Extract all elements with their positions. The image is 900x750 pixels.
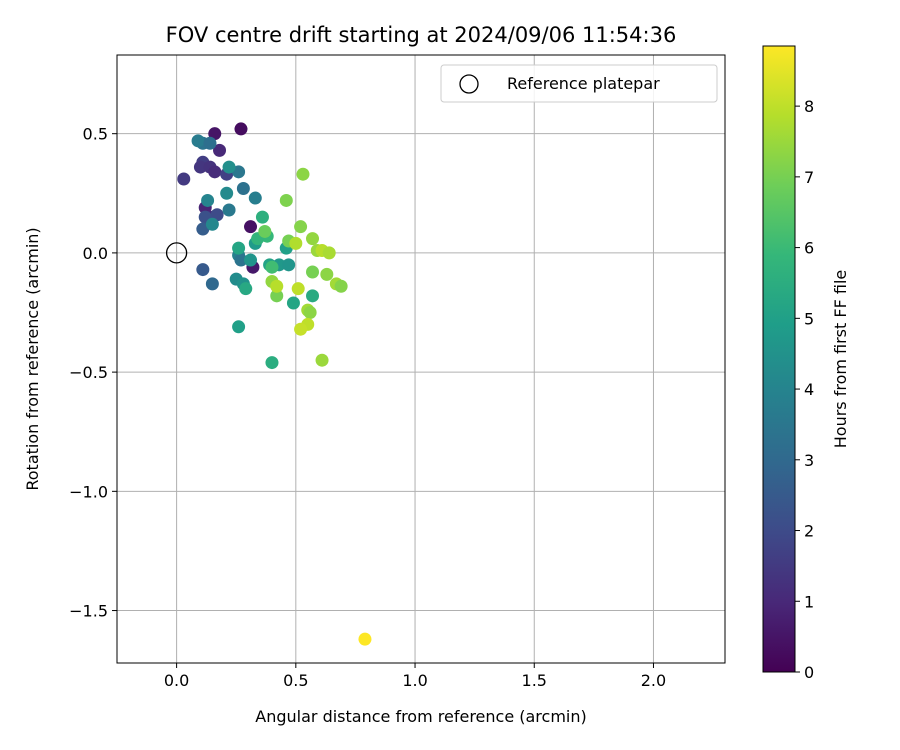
x-tick-label: 0.0	[164, 671, 189, 690]
y-axis-ticks: 0.5 0.0 −0.5 −1.0 −1.5	[69, 125, 117, 621]
data-point	[236, 182, 250, 196]
data-point	[248, 191, 262, 205]
data-point	[196, 263, 210, 277]
colorbar-tick-label: 2	[804, 522, 814, 541]
data-point	[244, 220, 258, 234]
data-point	[296, 167, 310, 181]
data-point	[205, 217, 219, 231]
y-tick-label: −1.5	[69, 602, 108, 621]
data-point	[177, 172, 191, 186]
colorbar-tick-label: 1	[804, 592, 814, 611]
data-point	[320, 267, 334, 281]
data-point	[232, 320, 246, 334]
chart-title: FOV centre drift starting at 2024/09/06 …	[166, 23, 677, 47]
data-point	[258, 224, 272, 238]
data-point	[193, 160, 207, 174]
x-tick-label: 0.5	[283, 671, 308, 690]
x-tick-label: 2.0	[641, 671, 666, 690]
colorbar-tick-label: 4	[804, 380, 814, 399]
data-point	[234, 122, 248, 136]
colorbar-label: Hours from first FF file	[831, 270, 850, 449]
reference-point	[165, 242, 188, 264]
colorbar-tick-label: 5	[804, 309, 814, 328]
data-point	[303, 306, 317, 320]
colorbar-tick-label: 0	[804, 663, 814, 682]
data-point	[191, 134, 205, 148]
data-point	[358, 632, 372, 646]
data-point	[244, 253, 258, 267]
x-axis-ticks: 0.0 0.5 1.0 1.5 2.0	[164, 663, 666, 690]
data-point	[222, 203, 236, 217]
plot-frame	[116, 54, 726, 664]
legend-marker-hollow-circle	[459, 74, 479, 94]
y-tick-label: 0.0	[83, 244, 108, 263]
colorbar-ticks: 0 1 2 3 4 5 6 7 8	[795, 97, 814, 682]
data-point	[234, 253, 248, 267]
data-point	[201, 193, 215, 207]
data-point	[213, 143, 227, 157]
data-point	[270, 279, 284, 293]
data-point	[203, 136, 217, 150]
data-point	[322, 246, 336, 260]
data-point	[306, 265, 320, 279]
data-point	[289, 236, 303, 250]
y-tick-label: −1.0	[69, 482, 108, 501]
data-point	[265, 260, 279, 274]
data-point	[291, 282, 305, 296]
data-point	[208, 165, 222, 179]
legend-label-reference-platepar: Reference platepar	[507, 74, 660, 93]
data-point	[239, 282, 253, 296]
data-point	[255, 210, 269, 224]
data-point	[315, 353, 329, 367]
y-tick-label: −0.5	[69, 363, 108, 382]
reference-platepar-marker	[165, 242, 188, 264]
colorbar-tick-label: 7	[804, 168, 814, 187]
x-axis-label: Angular distance from reference (arcmin)	[255, 707, 586, 726]
data-point	[279, 193, 293, 207]
data-point	[306, 232, 320, 246]
data-point	[334, 279, 348, 293]
data-point	[265, 356, 279, 370]
data-point	[232, 241, 246, 255]
data-point	[220, 186, 234, 200]
colorbar: 0 1 2 3 4 5 6 7 8 Hours from first FF file	[762, 45, 850, 682]
data-point	[282, 258, 296, 272]
data-point	[306, 289, 320, 303]
y-tick-label: 0.5	[83, 125, 108, 144]
colorbar-gradient	[762, 45, 796, 673]
legend: Reference platepar	[440, 64, 718, 103]
y-axis-label: Rotation from reference (arcmin)	[23, 227, 42, 490]
data-point	[222, 160, 236, 174]
x-tick-label: 1.0	[402, 671, 427, 690]
x-tick-label: 1.5	[522, 671, 547, 690]
legend-box	[440, 64, 718, 103]
data-point	[294, 220, 308, 234]
data-point	[294, 322, 308, 336]
colorbar-tick-label: 6	[804, 239, 814, 258]
colorbar-tick-label: 3	[804, 451, 814, 470]
data-point	[286, 296, 300, 310]
data-points	[177, 122, 372, 646]
data-point	[270, 289, 284, 303]
data-point	[205, 277, 219, 291]
colorbar-tick-label: 8	[804, 97, 814, 116]
